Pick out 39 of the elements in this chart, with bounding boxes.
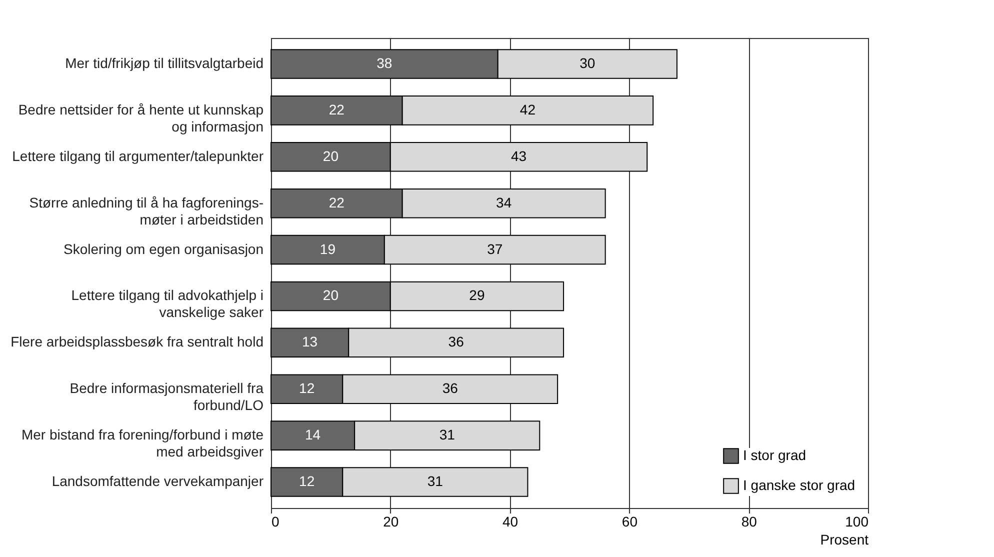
- y-tick-label: Bedre informasjonsmateriell fra forbund/LO: [70, 380, 264, 414]
- data-label: 43: [510, 148, 527, 164]
- data-label: 36: [442, 380, 458, 396]
- x-tick-label: 0: [272, 514, 280, 530]
- y-tick-label: Skolering om egen organisasjon: [63, 240, 264, 257]
- data-label: 13: [302, 334, 318, 350]
- data-label: 19: [320, 240, 336, 257]
- y-tick-label: Mer bistand fra forening/forbund i møte med arbeidsgiver: [21, 426, 264, 460]
- legend-label: I stor grad: [743, 447, 806, 463]
- data-label: 12: [299, 472, 315, 489]
- y-tick-label: Større anledning til å ha fagforenings-møter i arbeidstiden: [29, 194, 264, 228]
- legend-label: I ganske stor grad: [743, 477, 856, 493]
- y-tick-label: Landsomfattende vervekampanjer: [52, 472, 264, 489]
- data-label: 34: [496, 194, 512, 210]
- data-label: 12: [299, 380, 315, 396]
- x-tick-label: 100: [845, 514, 869, 530]
- data-label: 30: [580, 55, 596, 72]
- y-tick-label: Lettere tilgang til argumenter/talepunkter: [12, 148, 264, 164]
- x-tick-label: 40: [502, 514, 518, 530]
- x-tick-label: 20: [383, 514, 399, 530]
- y-tick-label: Bedre nettsider for å hente ut kunnskap og informasjon: [18, 101, 264, 134]
- data-label: 22: [328, 101, 345, 118]
- data-label: 29: [469, 287, 485, 304]
- data-label: 31: [427, 472, 444, 489]
- data-label: 36: [448, 334, 464, 350]
- y-tick-label: Lettere tilgang til advokathjelp i vanskelige saker: [71, 287, 264, 320]
- data-label: 20: [322, 287, 339, 304]
- data-label: 22: [328, 194, 345, 210]
- data-label: 20: [322, 148, 339, 164]
- x-tick-label: 60: [622, 514, 638, 530]
- y-tick-label: Mer tid/frikjøp til tillitsvalgtarbeid: [65, 55, 264, 72]
- data-label: 38: [376, 55, 392, 72]
- data-label: 14: [305, 426, 321, 443]
- data-label: 37: [487, 240, 503, 257]
- x-axis-title: Prosent: [820, 532, 869, 548]
- x-tick-label: 80: [741, 514, 758, 530]
- data-label: 31: [439, 426, 456, 443]
- data-label: 42: [520, 101, 536, 118]
- y-tick-label: Flere arbeidsplassbesøk fra sentralt hold: [10, 334, 264, 350]
